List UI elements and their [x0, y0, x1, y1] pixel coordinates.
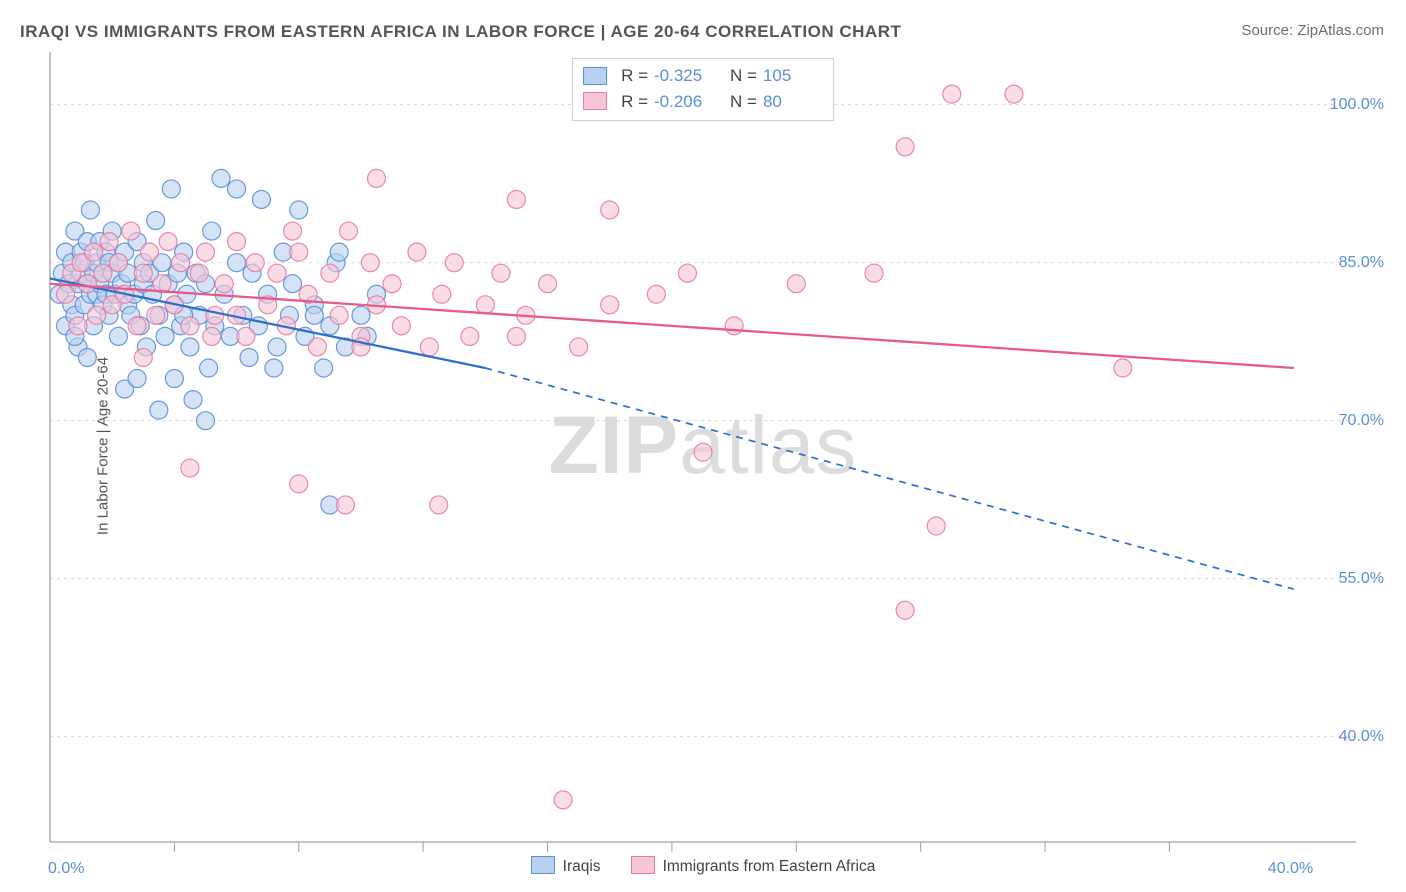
swatch-a-icon	[583, 67, 607, 85]
stat-row-b: R = -0.206 N = 80	[583, 89, 821, 115]
scatter-chart	[0, 0, 1406, 892]
y-tick-label: 70.0%	[1339, 412, 1384, 430]
x-axis-min: 0.0%	[48, 860, 84, 878]
legend-item-b: Immigrants from Eastern Africa	[631, 856, 876, 876]
bottom-legend: Iraqis Immigrants from Eastern Africa	[0, 856, 1406, 876]
swatch-b-icon	[631, 856, 655, 874]
y-tick-label: 85.0%	[1339, 254, 1384, 272]
x-axis-max: 40.0%	[1268, 860, 1313, 878]
y-tick-label: 100.0%	[1330, 96, 1384, 114]
swatch-a-icon	[531, 856, 555, 874]
swatch-b-icon	[583, 92, 607, 110]
y-tick-label: 55.0%	[1339, 570, 1384, 588]
stat-legend: R = -0.325 N = 105 R = -0.206 N = 80	[572, 58, 834, 121]
legend-item-a: Iraqis	[531, 856, 601, 876]
y-tick-label: 40.0%	[1339, 728, 1384, 746]
stat-row-a: R = -0.325 N = 105	[583, 63, 821, 89]
